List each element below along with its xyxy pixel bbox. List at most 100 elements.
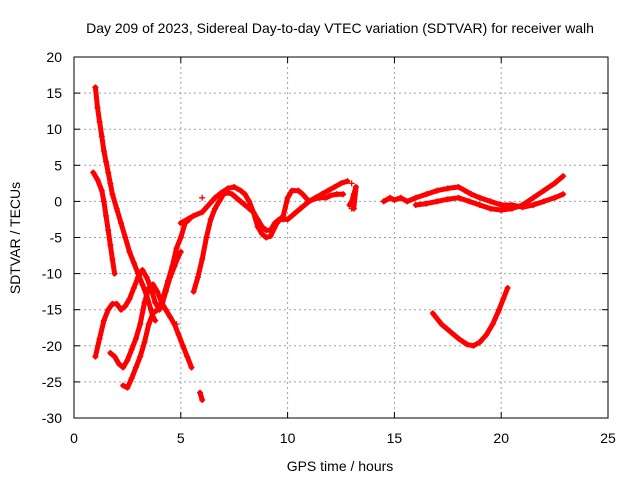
data-point: [254, 223, 261, 230]
series-track-i: [346, 183, 359, 212]
data-point: [498, 202, 505, 209]
data-point: [107, 180, 114, 187]
data-point: [263, 234, 270, 241]
data-point: [211, 205, 218, 212]
data-point: [560, 191, 567, 198]
data-point: [464, 341, 471, 348]
data-point: [122, 303, 129, 310]
ticks: [73, 56, 609, 419]
data-point: [246, 198, 253, 205]
data-point: [340, 191, 347, 198]
data-point: [258, 230, 265, 237]
data-point: [203, 234, 210, 241]
data-point: [404, 198, 411, 205]
y-tick-label: -5: [50, 230, 63, 246]
data-point: [107, 350, 114, 357]
data-point: [470, 342, 477, 349]
data-point: [211, 194, 218, 201]
data-point: [233, 194, 240, 201]
data-point: [147, 306, 154, 313]
data-point: [194, 274, 201, 281]
data-point: [98, 187, 105, 194]
data-point: [109, 256, 116, 263]
data-point: [139, 266, 146, 273]
y-tick-label: -15: [42, 302, 62, 318]
data-point: [175, 331, 182, 338]
data-point: [111, 270, 118, 277]
data-point: [162, 306, 169, 313]
data-point: [120, 382, 127, 389]
data-point: [145, 321, 152, 328]
data-point: [98, 133, 105, 140]
data-point: [551, 180, 558, 187]
data-point: [130, 285, 137, 292]
data-point: [540, 198, 547, 205]
data-point: [412, 194, 419, 201]
data-point: [498, 207, 505, 214]
data-point: [100, 147, 107, 154]
data-point: [92, 353, 99, 360]
series-track-f: [197, 389, 206, 403]
data-point: [288, 187, 295, 194]
data-point: [338, 180, 344, 187]
data-point: [199, 209, 206, 216]
y-tick-label: 10: [46, 121, 62, 137]
data-point: [444, 196, 451, 203]
x-tick-label: 15: [387, 430, 403, 446]
data-point: [352, 183, 359, 190]
data-point: [150, 310, 157, 317]
data-point: [284, 194, 291, 201]
data-point: [90, 169, 97, 176]
data-point: [508, 205, 515, 212]
data-point: [179, 342, 186, 349]
series-track-e: [120, 248, 184, 391]
data-point: [132, 364, 139, 371]
data-point: [476, 202, 483, 209]
data-point: [105, 306, 112, 313]
data-point: [224, 185, 231, 192]
data-point: [387, 194, 394, 201]
data-point: [167, 274, 174, 281]
data-point: [397, 194, 404, 201]
data-point: [500, 295, 507, 302]
data-point: [167, 313, 174, 320]
data-point: [241, 191, 248, 198]
data-point: [117, 306, 124, 313]
data-point: [423, 191, 430, 198]
data-point: [250, 209, 257, 216]
data-point: [173, 245, 180, 252]
data-point: [284, 216, 291, 223]
data-point: [162, 288, 169, 295]
data-point: [391, 196, 398, 203]
data-point: [103, 212, 110, 219]
data-point: [199, 396, 206, 403]
data-point: [540, 187, 547, 194]
data-point: [145, 285, 152, 292]
data-point: [344, 178, 351, 185]
y-tick-label: -20: [42, 338, 62, 354]
data-point: [331, 183, 338, 190]
series-track-k: [412, 173, 567, 214]
data-point: [496, 306, 503, 313]
data-point: [476, 194, 483, 201]
data-point: [143, 274, 150, 281]
data-point: [199, 194, 206, 201]
data-point: [438, 321, 445, 328]
data-point: [105, 169, 112, 176]
data-point: [190, 212, 197, 219]
x-tick-label: 10: [280, 430, 296, 446]
data-point: [154, 306, 161, 313]
data-point: [135, 274, 142, 281]
data-point: [124, 384, 131, 391]
data-point: [333, 191, 340, 198]
data-point: [348, 180, 355, 187]
data-point: [190, 288, 197, 295]
data-point: [429, 310, 436, 317]
y-tick-label: 0: [54, 193, 62, 209]
data-point: [141, 299, 148, 306]
data-point: [280, 212, 287, 219]
data-point: [348, 205, 355, 212]
series-track-h: [177, 178, 351, 241]
